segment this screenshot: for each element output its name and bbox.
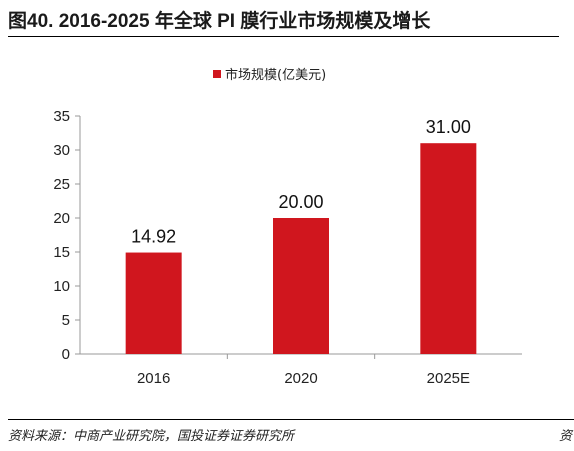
bar — [125, 252, 182, 354]
y-tick-label: 20 — [53, 210, 70, 227]
x-tick-label: 2020 — [284, 370, 317, 387]
legend-label: 市场规模(亿美元) — [225, 67, 326, 83]
y-tick-label: 30 — [53, 142, 70, 159]
y-tick-label: 35 — [53, 108, 70, 125]
x-tick-label: 2025E — [427, 370, 470, 387]
data-label: 20.00 — [278, 192, 323, 212]
legend-swatch — [213, 70, 221, 78]
y-tick-label: 25 — [53, 176, 70, 193]
y-tick-label: 15 — [53, 244, 70, 261]
source-note-cutoff: 资 — [558, 428, 572, 443]
y-tick-label: 0 — [62, 346, 70, 363]
legend: 市场规模(亿美元) — [213, 67, 326, 83]
figure-title: 图40. 2016-2025 年全球 PI 膜行业市场规模及增长 — [8, 11, 431, 32]
data-label: 31.00 — [426, 117, 471, 137]
y-tick-label: 5 — [62, 312, 70, 329]
bar — [273, 218, 329, 354]
source-note: 资料来源：中商产业研究院，国投证券证券研究所 — [8, 428, 295, 443]
x-tick-label: 2016 — [137, 370, 170, 387]
bar — [420, 143, 477, 354]
top-rule — [8, 36, 559, 37]
y-tick-label: 10 — [53, 278, 70, 295]
data-label: 14.92 — [131, 227, 176, 247]
bottom-rule — [8, 419, 574, 420]
